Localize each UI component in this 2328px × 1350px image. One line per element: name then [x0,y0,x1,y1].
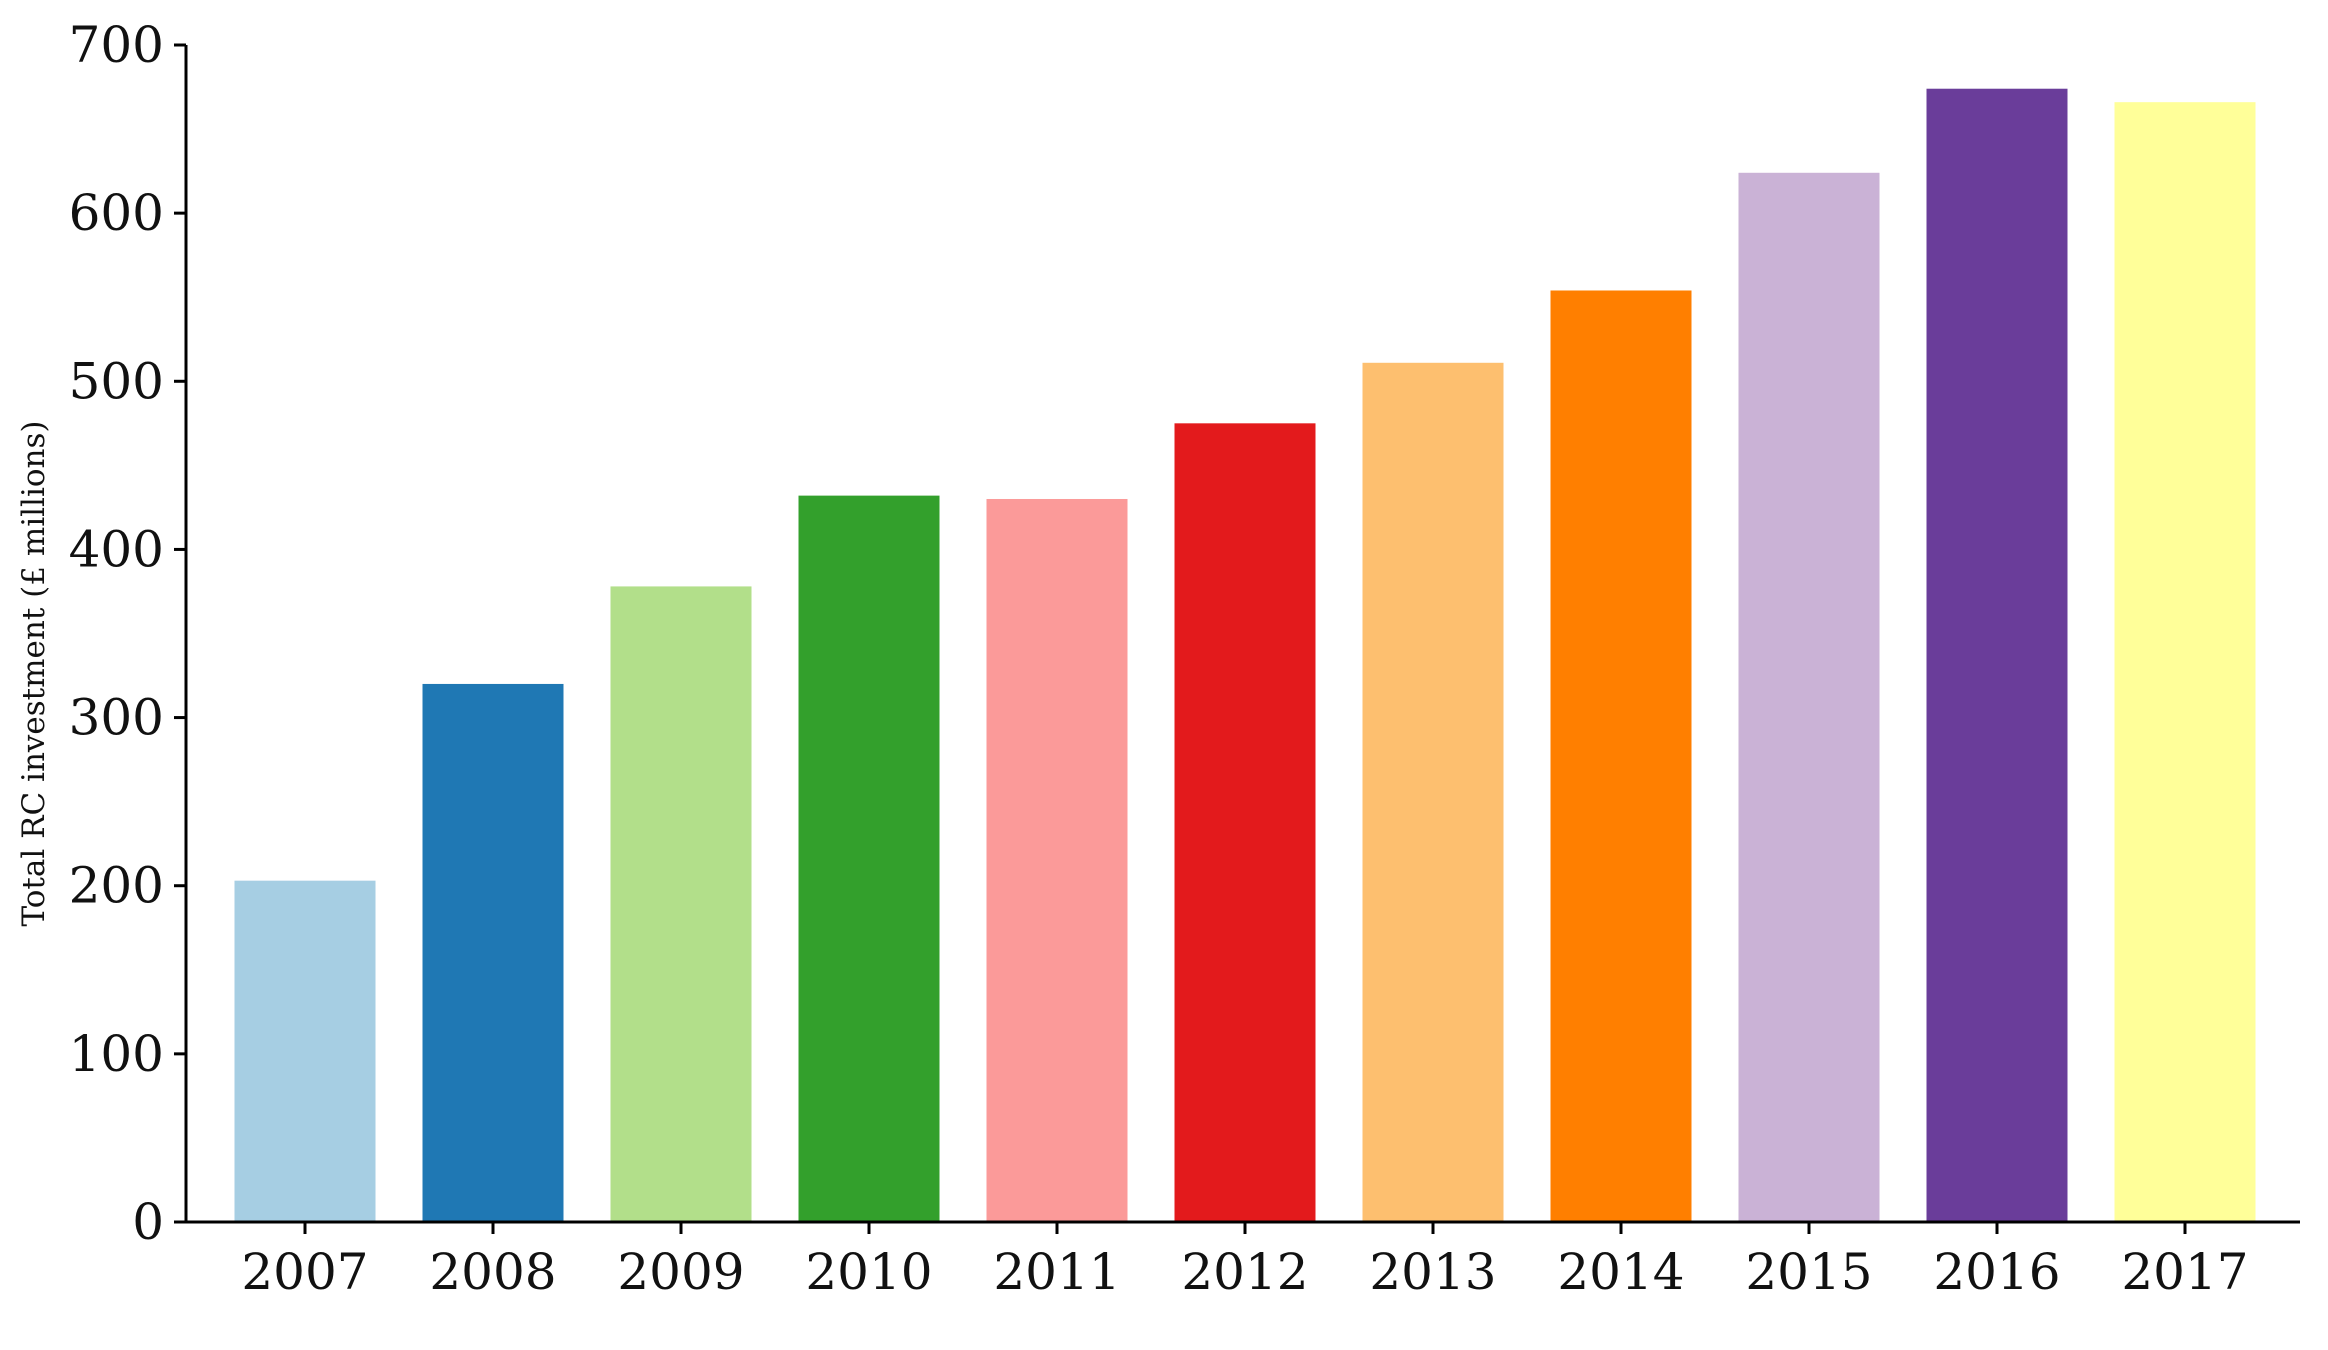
x-tick-label: 2013 [1369,1243,1496,1301]
bar-2017 [2114,102,2256,1222]
bar-2013 [1362,362,1504,1222]
bar-2008 [422,683,564,1222]
bar-2009 [610,586,752,1222]
y-axis-label: Total RC investment (£ millions) [16,420,52,926]
x-tick-label: 2015 [1745,1243,1872,1301]
y-tick-label: 400 [69,520,164,578]
x-tick-label: 2016 [1933,1243,2060,1301]
bar-2014 [1550,290,1692,1222]
x-tick-label: 2014 [1557,1243,1684,1301]
bar-2012 [1174,423,1316,1223]
x-tick-label: 2011 [993,1243,1120,1301]
bar-2016 [1926,88,2068,1222]
y-tick-label: 100 [69,1025,164,1083]
bar-2010 [798,495,940,1222]
x-tick-label: 2010 [805,1243,932,1301]
y-tick-label: 200 [69,857,164,915]
y-tick-label: 500 [69,352,164,410]
y-tick-label: 700 [69,16,164,74]
bar-2007 [234,880,376,1222]
y-tick-label: 0 [132,1193,164,1251]
bars-group [234,88,2256,1223]
x-tick-label: 2009 [617,1243,744,1301]
y-tick-label: 600 [69,184,164,242]
bar-2011 [986,498,1128,1222]
bar-2015 [1738,172,1880,1222]
x-tick-label: 2007 [241,1243,368,1301]
x-axis: 2007 2008 2009 2010 2011 2012 2013 2014 2015 2016… [186,1220,2300,1301]
x-tick-label: 2008 [429,1243,556,1301]
y-axis: 0 100 200 300 400 500 600 700 [69,16,188,1251]
x-tick-label: 2017 [2121,1243,2248,1301]
x-tick-label: 2012 [1181,1243,1308,1301]
y-tick-label: 300 [69,689,164,747]
